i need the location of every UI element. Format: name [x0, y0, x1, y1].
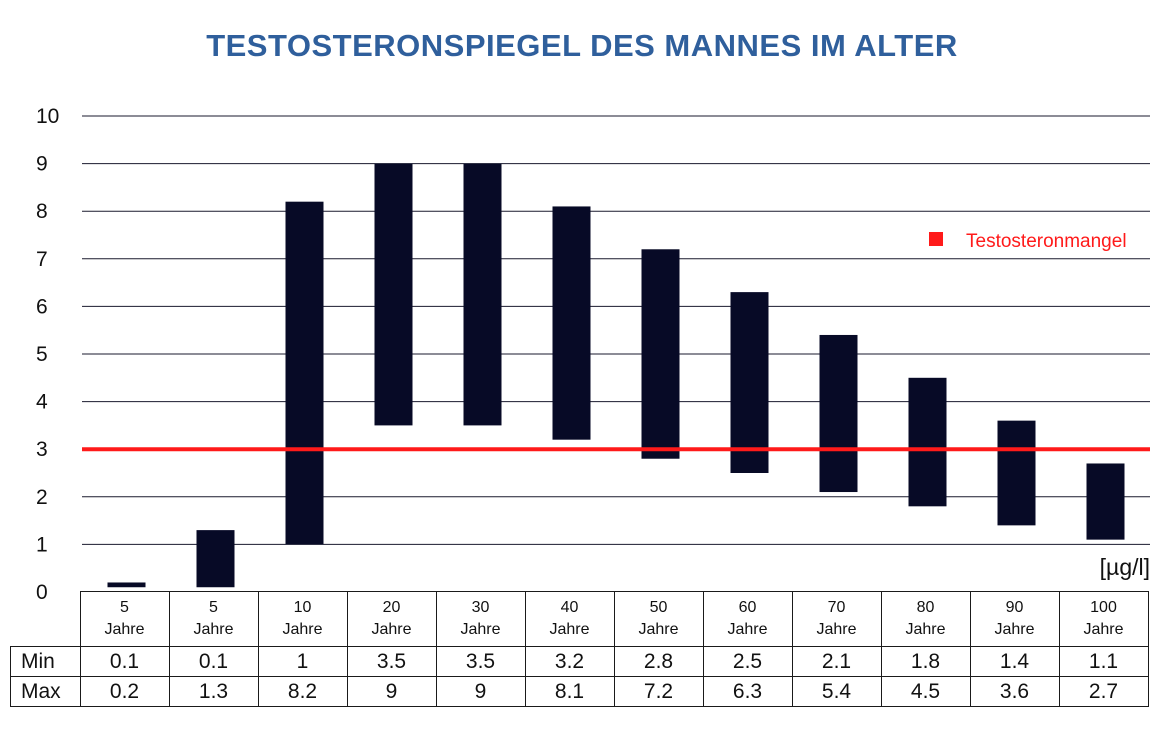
chart-title: TESTOSTERONSPIEGEL DES MANNES IM ALTER: [206, 28, 958, 63]
range-bar: [997, 420, 1036, 526]
y-tick-label: 6: [36, 295, 48, 318]
category-label: Jahre: [994, 621, 1035, 638]
max-value-cell: 4.5: [880, 676, 971, 707]
category-label: Jahre: [816, 621, 857, 638]
category-label: Jahre: [282, 621, 323, 638]
y-tick-label: 8: [36, 200, 48, 223]
legend-label: Testosteronmangel: [966, 231, 1127, 252]
category-label: 20: [382, 599, 401, 616]
y-tick-label: 7: [36, 248, 48, 271]
category-cell: 10 Jahre: [257, 591, 348, 647]
grid-layer: [82, 115, 1150, 545]
max-value-cell: 9: [435, 676, 526, 707]
y-tick-label: 5: [36, 343, 48, 366]
category-label: Jahre: [905, 621, 946, 638]
max-value-cell: 6.3: [702, 676, 793, 707]
category-cell: 5 Jahre: [168, 591, 259, 647]
min-value-cell: 2.8: [613, 646, 704, 677]
max-value-cell: 8.1: [524, 676, 615, 707]
y-tick-label: 10: [36, 105, 59, 128]
category-label: 10: [293, 599, 312, 616]
category-label: Jahre: [193, 621, 234, 638]
category-row: 5 Jahre 5 Jahre 10 Jahre 20 Jahre 30 Jahre 40 Jahre…: [10, 591, 1149, 647]
category-label: Jahre: [638, 621, 679, 638]
max-row: Max 0.2 1.3 8.2 9 9 8.1 7.2 6.3 5.4 4.5 3.6 2.7: [10, 676, 1149, 707]
bar-layer: [107, 163, 1125, 588]
y-tick-label: 9: [36, 153, 48, 176]
max-value-cell: 9: [346, 676, 437, 707]
range-bar: [908, 377, 947, 507]
legend-swatch: [929, 232, 943, 246]
min-value-cell: 1: [257, 646, 348, 677]
category-label: Jahre: [727, 621, 768, 638]
y-tick-label: 2: [36, 486, 48, 509]
range-bar: [641, 249, 680, 459]
category-label: 5: [120, 599, 129, 616]
max-row-label: Max: [10, 676, 81, 707]
category-cell: 20 Jahre: [346, 591, 437, 647]
category-label: 40: [560, 599, 579, 616]
category-cell: 40 Jahre: [524, 591, 615, 647]
category-label: 5: [209, 599, 218, 616]
range-bar: [730, 292, 769, 473]
category-label: 90: [1005, 599, 1024, 616]
unit-label: [µg/l]: [1100, 554, 1150, 580]
min-value-cell: 1.8: [880, 646, 971, 677]
range-bar: [285, 201, 324, 545]
category-label: Jahre: [460, 621, 501, 638]
min-value-cell: 2.1: [791, 646, 882, 677]
category-cell: 70 Jahre: [791, 591, 882, 647]
category-cell: 80 Jahre: [880, 591, 971, 647]
table-corner: [10, 591, 81, 647]
category-cell: 50 Jahre: [613, 591, 704, 647]
min-value-cell: 1.4: [969, 646, 1060, 677]
range-bar: [107, 582, 146, 588]
range-bar: [196, 530, 235, 588]
range-bar: [463, 163, 502, 426]
category-cell: 30 Jahre: [435, 591, 526, 647]
category-cell: 5 Jahre: [79, 591, 170, 647]
min-row: Min 0.1 0.1 1 3.5 3.5 3.2 2.8 2.5 2.1 1.8 1.4 1.1: [10, 646, 1149, 677]
category-label: 80: [916, 599, 935, 616]
max-value-cell: 5.4: [791, 676, 882, 707]
category-label: 100: [1090, 599, 1117, 616]
category-cell: 90 Jahre: [969, 591, 1060, 647]
range-bar: [819, 334, 858, 493]
max-value-cell: 8.2: [257, 676, 348, 707]
category-label: Jahre: [1083, 621, 1124, 638]
max-value-cell: 7.2: [613, 676, 704, 707]
min-row-label: Min: [10, 646, 81, 677]
range-bar: [374, 163, 413, 426]
category-label: 30: [471, 599, 490, 616]
category-label: Jahre: [549, 621, 590, 638]
min-value-cell: 0.1: [79, 646, 170, 677]
category-cell: 100 Jahre: [1058, 591, 1149, 647]
min-value-cell: 3.5: [346, 646, 437, 677]
y-tick-label: 3: [36, 438, 48, 461]
min-value-cell: 2.5: [702, 646, 793, 677]
y-tick-label: 4: [36, 391, 48, 414]
category-label: Jahre: [104, 621, 145, 638]
range-bar: [552, 206, 591, 440]
category-label: 60: [738, 599, 757, 616]
min-value-cell: 3.5: [435, 646, 526, 677]
range-bar: [1086, 463, 1125, 540]
category-label: 70: [827, 599, 846, 616]
y-tick-label: 1: [36, 533, 48, 556]
category-label: 50: [649, 599, 668, 616]
max-value-cell: 2.7: [1058, 676, 1149, 707]
category-cell: 60 Jahre: [702, 591, 793, 647]
max-value-cell: 3.6: [969, 676, 1060, 707]
max-value-cell: 1.3: [168, 676, 259, 707]
data-table: 5 Jahre 5 Jahre 10 Jahre 20 Jahre 30 Jahre 40 Jahre…: [10, 591, 1149, 707]
legend: Testosteronmangel: [929, 231, 1127, 252]
max-value-cell: 0.2: [79, 676, 170, 707]
category-label: Jahre: [371, 621, 412, 638]
min-value-cell: 1.1: [1058, 646, 1149, 677]
min-value-cell: 0.1: [168, 646, 259, 677]
min-value-cell: 3.2: [524, 646, 615, 677]
